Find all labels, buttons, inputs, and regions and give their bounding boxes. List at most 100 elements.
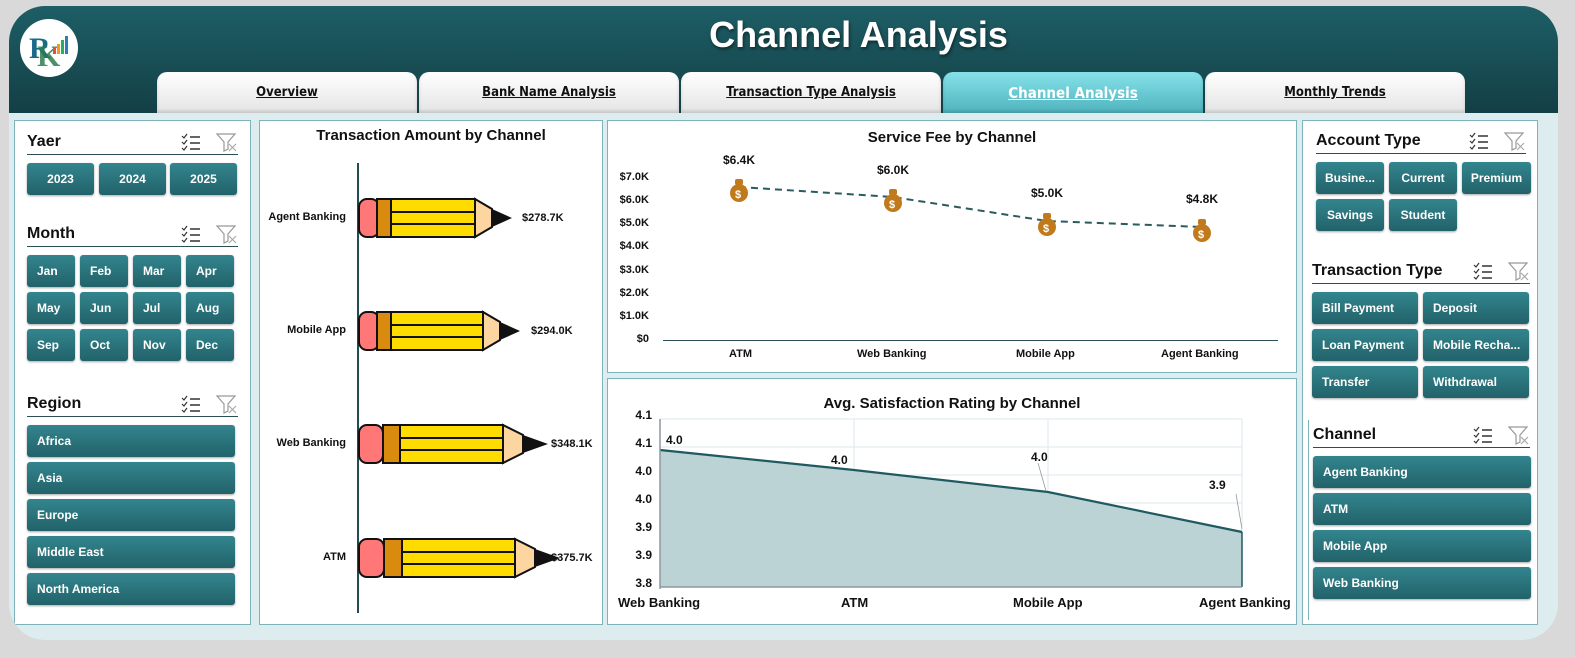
clear-filter-icon[interactable] — [1508, 260, 1530, 282]
y-tick: $3.0K — [619, 264, 649, 276]
y-tick: 3.9 — [635, 548, 652, 562]
channel-atm-button[interactable]: ATM — [1313, 493, 1531, 525]
account-type-current-button[interactable]: Current — [1389, 162, 1457, 194]
account-type-student-button[interactable]: Student — [1389, 199, 1457, 231]
clear-filter-icon[interactable] — [1508, 424, 1530, 446]
data-label: $4.8K — [1186, 192, 1219, 206]
money-bag-icon: $ — [884, 189, 902, 212]
money-bag-icon: $ — [1193, 219, 1211, 242]
month-may-button[interactable]: May — [27, 292, 75, 324]
month-sep-button[interactable]: Sep — [27, 329, 75, 361]
transaction-type-mobile-recharge-button[interactable]: Mobile Recha... — [1423, 329, 1529, 361]
region-north-america-button[interactable]: North America — [27, 573, 235, 605]
tab-overview[interactable]: Overview — [157, 72, 417, 113]
x-tick: Web Banking — [857, 348, 927, 360]
pencil-bar-icon — [358, 423, 548, 465]
transaction-type-slicer-header: Transaction Type — [1312, 258, 1530, 284]
pencil-bar-icon — [358, 310, 520, 352]
svg-text:$: $ — [1198, 229, 1204, 241]
channel-web-banking-button[interactable]: Web Banking — [1313, 567, 1531, 599]
money-bag-icon: $ — [1038, 213, 1056, 236]
y-tick: $2.0K — [619, 287, 649, 299]
channel-slicer-header: Channel — [1313, 422, 1530, 448]
transaction-type-withdrawal-button[interactable]: Withdrawal — [1423, 366, 1529, 398]
month-dec-button[interactable]: Dec — [186, 329, 234, 361]
clear-filter-icon[interactable] — [216, 131, 238, 153]
transaction-type-loan-payment-button[interactable]: Loan Payment — [1312, 329, 1418, 361]
tab-bank-name-analysis[interactable]: Bank Name Analysis — [419, 72, 679, 113]
data-label: 4.0 — [1031, 450, 1048, 464]
multi-select-icon[interactable] — [180, 131, 202, 153]
multi-select-icon[interactable] — [1472, 260, 1494, 282]
multi-select-icon[interactable] — [1472, 424, 1494, 446]
data-label: $6.4K — [723, 153, 756, 167]
channel-mobile-app-button[interactable]: Mobile App — [1313, 530, 1531, 562]
month-nov-button[interactable]: Nov — [133, 329, 181, 361]
header-bar: R K Channel Analysis Overview Bank Name … — [9, 6, 1558, 113]
transaction-type-transfer-button[interactable]: Transfer — [1312, 366, 1418, 398]
region-africa-button[interactable]: Africa — [27, 425, 235, 457]
region-europe-button[interactable]: Europe — [27, 499, 235, 531]
multi-select-icon[interactable] — [1468, 130, 1490, 152]
tab-channel-analysis[interactable]: Channel Analysis — [943, 72, 1203, 113]
multi-select-icon[interactable] — [180, 223, 202, 245]
year-2024-button[interactable]: 2024 — [99, 163, 166, 195]
month-jul-button[interactable]: Jul — [133, 292, 181, 324]
y-tick: $6.0K — [619, 194, 649, 206]
clear-filter-icon[interactable] — [1504, 130, 1526, 152]
data-label: 4.0 — [831, 453, 848, 467]
transaction-type-bill-payment-button[interactable]: Bill Payment — [1312, 292, 1418, 324]
region-asia-button[interactable]: Asia — [27, 462, 235, 494]
tab-transaction-type-analysis[interactable]: Transaction Type Analysis — [681, 72, 941, 113]
year-2023-button[interactable]: 2023 — [27, 163, 94, 195]
data-label: $348.1K — [551, 438, 593, 450]
account-type-premium-button[interactable]: Premium — [1462, 162, 1531, 194]
month-slicer-header: Month — [27, 221, 238, 247]
month-feb-button[interactable]: Feb — [80, 255, 128, 287]
month-slicer-title: Month — [27, 224, 75, 242]
chart-title: Transaction Amount by Channel — [316, 127, 546, 144]
account-type-savings-button[interactable]: Savings — [1316, 199, 1384, 231]
y-tick: $1.0K — [619, 310, 649, 322]
data-label: $294.0K — [531, 325, 573, 337]
data-label: $5.0K — [1031, 186, 1064, 200]
x-tick: ATM — [729, 348, 753, 360]
x-tick: Mobile App — [1016, 348, 1075, 360]
svg-text:$: $ — [1043, 223, 1049, 235]
data-label: $6.0K — [877, 163, 910, 177]
data-label: $375.7K — [551, 552, 593, 564]
multi-select-icon[interactable] — [180, 393, 202, 415]
x-tick: ATM — [841, 595, 869, 610]
y-tick: 4.0 — [635, 464, 652, 478]
region-middle-east-button[interactable]: Middle East — [27, 536, 235, 568]
year-slicer-title: Yaer — [27, 132, 61, 150]
channel-agent-banking-button[interactable]: Agent Banking — [1313, 456, 1531, 488]
satisfaction-rating-chart: Avg. Satisfaction Rating by Channel 3.8 … — [607, 378, 1297, 625]
x-tick: Mobile App — [1013, 595, 1083, 610]
y-tick: $7.0K — [619, 171, 649, 183]
category-label: Mobile App — [287, 324, 346, 336]
month-mar-button[interactable]: Mar — [133, 255, 181, 287]
area-plot — [659, 418, 1243, 589]
account-type-business-button[interactable]: Busine... — [1316, 162, 1384, 194]
month-apr-button[interactable]: Apr — [186, 255, 234, 287]
x-tick: Agent Banking — [1199, 595, 1291, 610]
month-aug-button[interactable]: Aug — [186, 292, 234, 324]
transaction-type-deposit-button[interactable]: Deposit — [1423, 292, 1529, 324]
year-2025-button[interactable]: 2025 — [170, 163, 237, 195]
tab-monthly-trends[interactable]: Monthly Trends — [1205, 72, 1465, 113]
account-type-slicer-title: Account Type — [1316, 131, 1421, 149]
month-jan-button[interactable]: Jan — [27, 255, 75, 287]
y-tick: 3.8 — [635, 576, 652, 590]
dashboard-frame: R K Channel Analysis Overview Bank Name … — [9, 6, 1558, 640]
nav-tabs: Overview Bank Name Analysis Transaction … — [157, 72, 1465, 113]
month-oct-button[interactable]: Oct — [80, 329, 128, 361]
x-tick: Agent Banking — [1161, 348, 1239, 360]
y-tick: 4.1 — [635, 408, 652, 422]
category-label: Web Banking — [276, 437, 346, 449]
month-jun-button[interactable]: Jun — [80, 292, 128, 324]
clear-filter-icon[interactable] — [216, 393, 238, 415]
y-tick: 4.0 — [635, 492, 652, 506]
clear-filter-icon[interactable] — [216, 223, 238, 245]
right-filter-panel: Account Type Busine... Current Premium S… — [1302, 120, 1538, 625]
